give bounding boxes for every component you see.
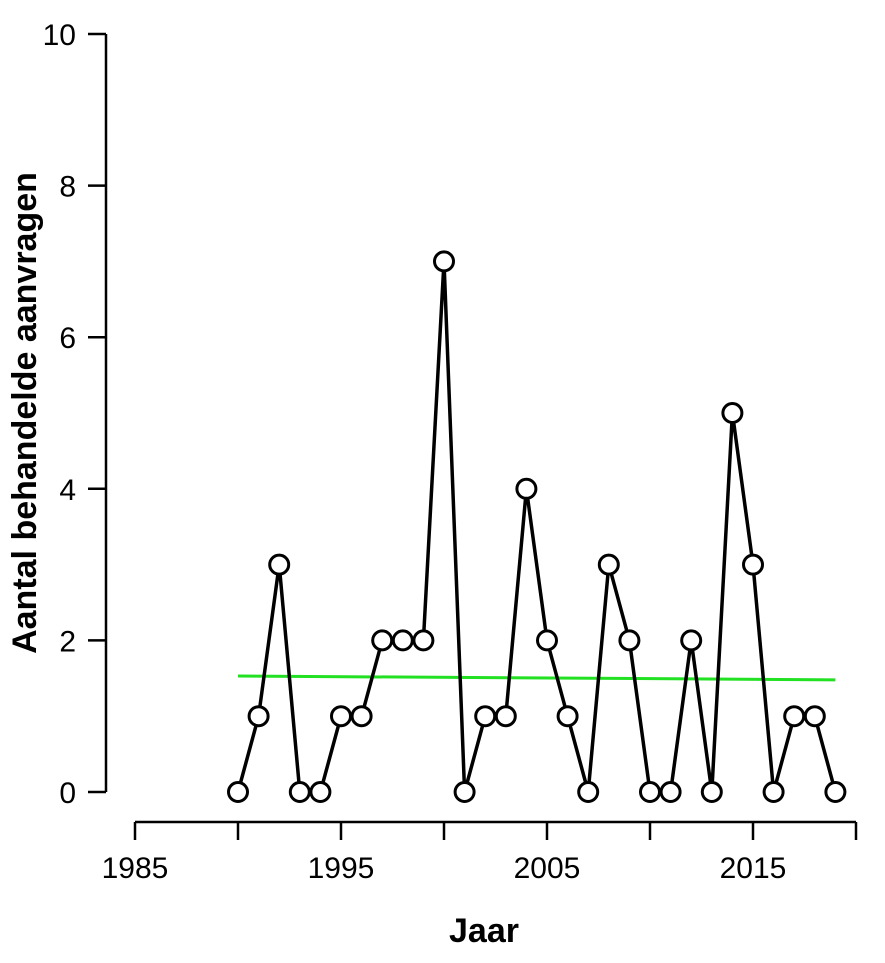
y-axis: 0 2 4 6 8 10	[43, 19, 108, 810]
data-point	[371, 629, 394, 652]
y-tick-label: 10	[43, 19, 76, 52]
data-point	[783, 705, 806, 728]
data-point	[536, 629, 558, 652]
data-point	[453, 781, 476, 803]
data-point	[247, 705, 270, 728]
data-point	[515, 477, 538, 500]
y-tick-label: 0	[59, 777, 76, 810]
data-point	[721, 402, 744, 424]
data-point	[597, 553, 620, 576]
data-point	[391, 629, 414, 652]
y-tick-label: 6	[59, 322, 76, 355]
data-point	[433, 250, 455, 273]
data-point	[618, 629, 641, 652]
x-tick-label: 2005	[514, 852, 581, 885]
data-point	[577, 781, 600, 803]
trend-line	[237, 674, 836, 682]
data-point	[412, 629, 435, 652]
data-point	[700, 781, 723, 803]
data-point	[762, 781, 785, 803]
x-axis-title: Jaar	[449, 912, 519, 950]
data-point	[742, 553, 764, 576]
y-tick-label: 4	[59, 474, 76, 507]
y-axis-title: Aantal behandelde aanvragen	[6, 172, 44, 654]
data-point	[680, 629, 703, 652]
plot-area	[227, 250, 847, 803]
data-point	[824, 781, 847, 803]
x-tick-label: 1995	[308, 852, 375, 885]
y-tick-label: 8	[59, 171, 76, 204]
data-point	[330, 705, 352, 728]
data-point	[659, 781, 682, 803]
x-tick-label: 1985	[102, 852, 169, 885]
data-point	[494, 705, 517, 728]
x-tick-label: 2015	[720, 852, 787, 885]
data-point	[227, 781, 249, 803]
series-line	[236, 259, 838, 794]
data-point	[556, 705, 579, 728]
data-point	[803, 705, 826, 728]
data-point	[288, 781, 311, 803]
data-point	[474, 705, 497, 728]
data-point	[309, 781, 332, 803]
data-point	[350, 705, 373, 728]
y-tick-label: 2	[59, 625, 76, 658]
data-point	[268, 553, 291, 576]
data-point	[639, 781, 661, 803]
x-axis: 1985 1995 2005 2015	[102, 820, 858, 885]
